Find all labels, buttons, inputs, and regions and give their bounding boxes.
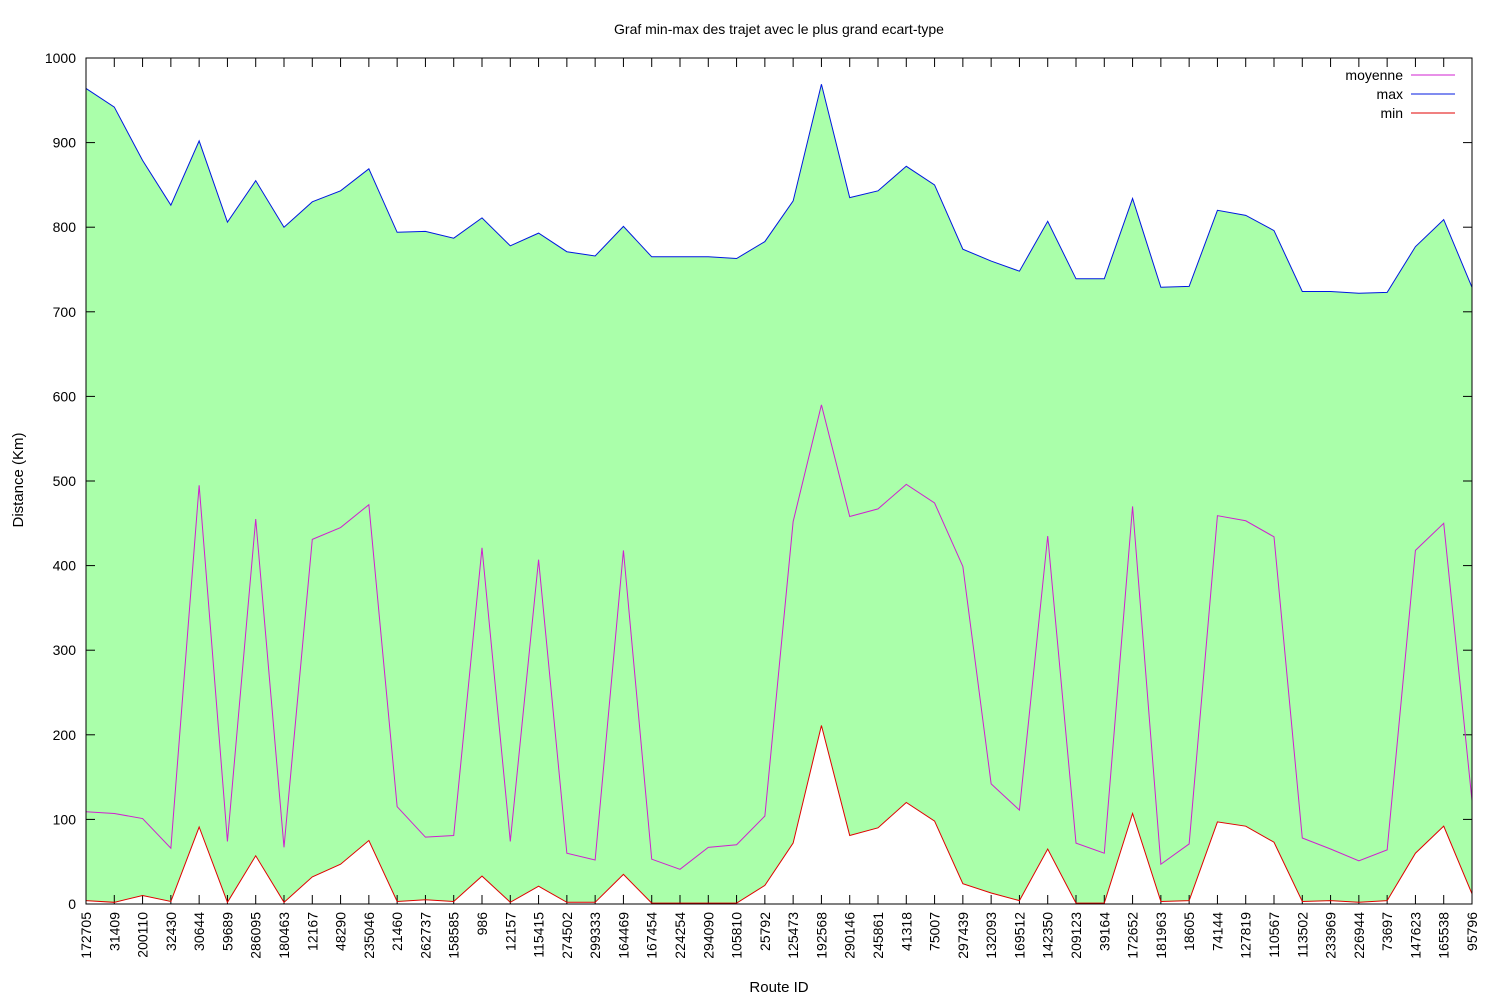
- x-tick-label: 200110: [135, 912, 151, 958]
- min-max-fill: [86, 84, 1472, 904]
- x-tick-label: 48290: [333, 912, 349, 951]
- x-tick-label: 262737: [417, 912, 433, 959]
- x-tick-label: 192568: [813, 912, 829, 959]
- x-tick-label: 286095: [248, 912, 264, 959]
- x-tick-label: 172705: [78, 912, 94, 959]
- x-tick-label: 75007: [927, 912, 943, 951]
- y-tick-label: 600: [53, 388, 77, 404]
- x-axis-label: Route ID: [749, 979, 808, 996]
- x-tick-label: 25792: [757, 912, 773, 951]
- x-tick-label: 224254: [672, 912, 688, 959]
- x-tick-label: 32430: [163, 912, 179, 951]
- y-tick-label: 500: [53, 473, 77, 489]
- series-line-max: [85, 84, 1473, 294]
- y-tick-label: 300: [53, 642, 77, 658]
- x-tick-label: 167454: [644, 912, 660, 959]
- y-tick-label: 1000: [45, 50, 76, 66]
- x-tick-label: 181963: [1153, 912, 1169, 959]
- x-tick-label: 31409: [106, 912, 122, 951]
- x-tick-label: 74144: [1209, 912, 1225, 951]
- fill-layer: [86, 84, 1472, 904]
- legend-label-min: min: [1380, 105, 1403, 121]
- x-tick-label: 294090: [700, 912, 716, 959]
- x-tick-label: 21460: [389, 912, 405, 951]
- x-tick-label: 299333: [587, 912, 603, 959]
- series-layer: [85, 84, 1473, 904]
- x-tick-label: 172652: [1125, 912, 1141, 959]
- x-tick-label: 110567: [1266, 912, 1282, 958]
- x-tick-label: 226944: [1351, 912, 1367, 959]
- x-tick-label: 12157: [502, 912, 518, 951]
- x-tick-label: 274502: [559, 912, 575, 959]
- y-tick-label: 100: [53, 811, 77, 827]
- legend-label-max: max: [1377, 86, 1403, 102]
- x-tick-label: 147623: [1407, 912, 1423, 959]
- x-tick-label: 165538: [1436, 912, 1452, 959]
- x-tick-label: 290146: [842, 912, 858, 959]
- x-tick-label: 164469: [615, 912, 631, 959]
- x-tick-label: 73697: [1379, 912, 1395, 951]
- x-tick-label: 115415: [531, 912, 547, 958]
- y-tick-label: 700: [53, 304, 77, 320]
- x-tick-label: 39164: [1096, 912, 1112, 951]
- x-tick-label: 233969: [1323, 912, 1339, 959]
- legend-label-moyenne: moyenne: [1345, 67, 1403, 83]
- y-tick-label: 0: [68, 896, 76, 912]
- x-tick-label: 125473: [785, 912, 801, 959]
- y-tick-label: 200: [53, 727, 77, 743]
- x-tick-label: 113502: [1294, 912, 1310, 958]
- y-tick-label: 800: [53, 219, 77, 235]
- x-tick-label: 297439: [955, 912, 971, 959]
- series-line-moyenne: [85, 404, 1473, 870]
- x-tick-label: 245861: [870, 912, 886, 959]
- x-tick-label: 18605: [1181, 912, 1197, 951]
- y-axis-label: Distance (Km): [10, 432, 27, 527]
- x-tick-label: 209123: [1068, 912, 1084, 959]
- x-tick-label: 59689: [219, 912, 235, 951]
- x-tick-label: 180463: [276, 912, 292, 959]
- series-line-min: [85, 725, 1473, 904]
- x-tick-label: 105810: [729, 912, 745, 959]
- x-tick-label: 132093: [983, 912, 999, 959]
- x-tick-label: 986: [474, 912, 490, 936]
- y-tick-labels: 0 100 200 300 400 500 600 700 800 900 1000: [45, 50, 76, 912]
- x-tick-label: 158585: [446, 912, 462, 959]
- x-tick-label: 169512: [1011, 912, 1027, 959]
- plot-frame: [85, 57, 1473, 905]
- x-tick-label: 95796: [1464, 912, 1480, 951]
- x-tick-label: 12167: [304, 912, 320, 951]
- x-tick-label: 30644: [191, 912, 207, 951]
- y-tick-label: 400: [53, 558, 77, 574]
- x-tick-labels: 172705 31409 200110 32430 30644 59689 286095 18…: [78, 912, 1480, 959]
- y-tick-label: 900: [53, 135, 77, 151]
- x-tick-label: 142350: [1040, 912, 1056, 959]
- x-tick-label: 127819: [1238, 912, 1254, 959]
- x-tick-label: 235046: [361, 912, 377, 959]
- x-tick-label: 41318: [898, 912, 914, 951]
- legend: moyenne max min: [1345, 67, 1455, 121]
- chart-title: Graf min-max des trajet avec le plus gra…: [614, 21, 944, 37]
